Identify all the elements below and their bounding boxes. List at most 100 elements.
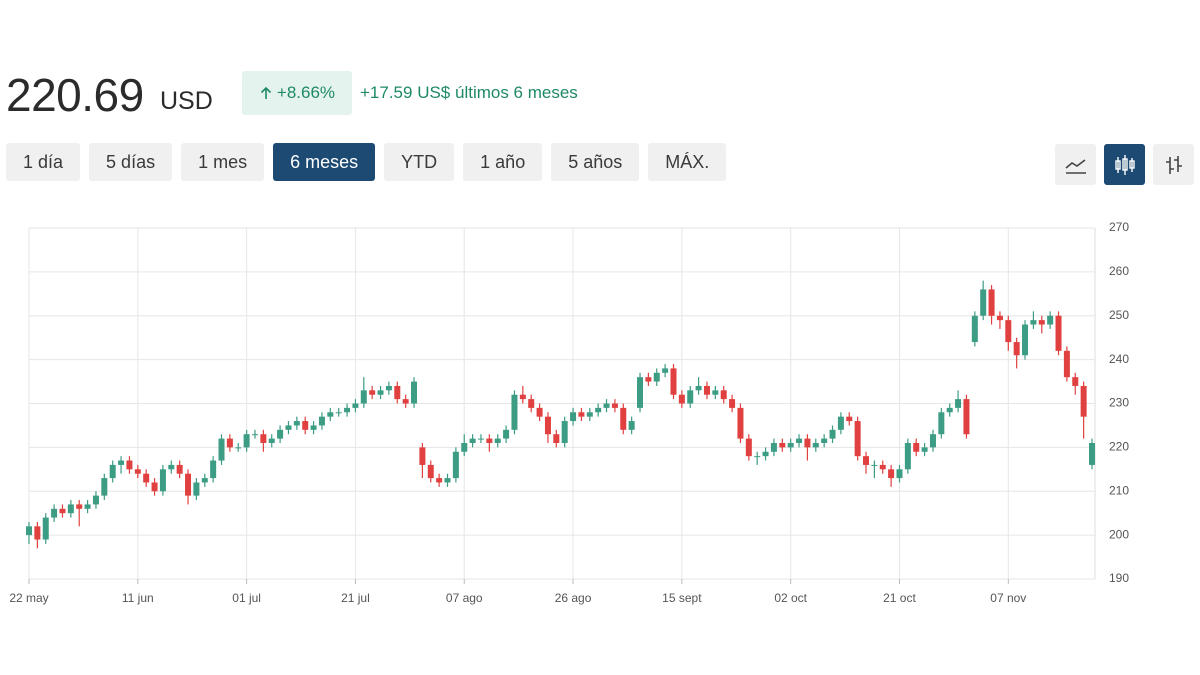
candle-body <box>159 469 166 492</box>
candle-body <box>712 390 719 395</box>
candle-body <box>536 407 543 417</box>
candle-body <box>260 434 267 443</box>
candle-chart-button[interactable] <box>1104 144 1145 185</box>
y-tick-label: 240 <box>1109 352 1129 366</box>
line-chart-button[interactable] <box>1055 144 1096 185</box>
candle-body <box>285 425 292 430</box>
candle-body <box>168 464 175 470</box>
candle-body <box>1072 377 1079 386</box>
range-buttons: 1 día 5 días 1 mes 6 meses YTD 1 año 5 años MÁX… <box>6 143 727 181</box>
candle-body <box>109 464 116 479</box>
candle-body <box>201 478 208 483</box>
candle-body <box>218 438 225 461</box>
range-button[interactable]: 5 años <box>551 143 640 181</box>
candle-body <box>226 438 233 448</box>
candle-body <box>327 412 334 417</box>
candle-body <box>955 399 962 408</box>
candle-body <box>888 469 895 479</box>
candle-body <box>595 407 602 413</box>
candle-body <box>812 442 819 448</box>
candle-body <box>762 451 769 457</box>
candle-body <box>1022 324 1029 356</box>
candle-body <box>360 390 367 404</box>
candle-body <box>913 442 920 452</box>
candle-body <box>796 438 803 443</box>
candle-body <box>318 416 325 426</box>
candle-body <box>804 438 811 448</box>
ohlc-chart-button[interactable] <box>1153 144 1194 185</box>
candle-body <box>544 416 551 435</box>
candle-body <box>268 438 275 443</box>
candle-body <box>51 508 58 518</box>
candle-body <box>302 421 309 430</box>
candle-body <box>193 482 200 496</box>
candle-body <box>988 289 995 316</box>
range-button[interactable]: MÁX. <box>648 143 727 181</box>
candle-body <box>737 407 744 439</box>
ohlc-icon <box>1165 155 1182 174</box>
candle-body <box>310 425 317 430</box>
candle-body <box>503 429 510 439</box>
candle-body <box>293 421 300 426</box>
range-button[interactable]: YTD <box>384 143 455 181</box>
candle-body <box>963 399 970 435</box>
y-tick-label: 250 <box>1109 308 1129 322</box>
price: 220.69 <box>6 69 144 121</box>
currency: USD <box>160 87 213 115</box>
candle-body <box>34 526 41 540</box>
candle-body <box>67 504 74 514</box>
range-button[interactable]: 1 día <box>6 143 81 181</box>
candle-body <box>996 315 1003 321</box>
candle-body <box>134 469 141 474</box>
candle-body <box>1055 315 1062 351</box>
range-button[interactable]: 1 año <box>463 143 543 181</box>
candle-body <box>821 438 828 443</box>
candle-body <box>929 434 936 448</box>
candle-body <box>879 464 886 470</box>
candle-body <box>871 464 878 466</box>
range-button[interactable]: 6 meses <box>273 143 376 181</box>
candle-body <box>662 368 669 373</box>
candle-body <box>444 478 451 483</box>
candle-body <box>1063 350 1070 378</box>
candle-body <box>277 429 284 439</box>
candle-body <box>578 412 585 417</box>
candle-body <box>1038 320 1045 325</box>
candle-body <box>1047 315 1054 325</box>
y-tick-label: 220 <box>1109 440 1129 454</box>
chart-type-buttons <box>1055 144 1194 185</box>
candle-body <box>469 438 476 443</box>
candle-body <box>243 434 250 448</box>
x-tick-label: 15 sept <box>662 591 702 605</box>
candle-body <box>678 394 685 404</box>
candle-body <box>653 372 660 382</box>
candle-body <box>729 399 736 408</box>
candle-body <box>461 442 468 452</box>
candle-body <box>687 390 694 404</box>
y-tick-label: 200 <box>1109 527 1129 541</box>
candle-body <box>938 412 945 435</box>
x-tick-label: 02 oct <box>774 591 807 605</box>
candle-body <box>1080 385 1087 417</box>
x-tick-label: 01 jul <box>232 591 261 605</box>
y-tick-label: 210 <box>1109 483 1129 497</box>
x-tick-label: 22 may <box>9 591 48 605</box>
candle-body <box>486 438 493 443</box>
range-button[interactable]: 1 mes <box>181 143 265 181</box>
candle-body <box>745 438 752 457</box>
candle-body <box>59 508 66 514</box>
candle-body <box>1030 320 1037 325</box>
x-tick-label: 07 ago <box>446 591 483 605</box>
y-tick-label: 190 <box>1109 571 1129 585</box>
x-tick-label: 07 nov <box>990 591 1026 605</box>
candle-body <box>176 464 183 474</box>
candle-icon <box>1114 154 1135 175</box>
candle-body <box>26 526 32 536</box>
candle-body <box>84 504 91 509</box>
range-button[interactable]: 5 días <box>89 143 173 181</box>
up-arrow <box>260 86 271 99</box>
candle-body <box>251 434 258 436</box>
candle-body <box>645 377 652 382</box>
candle-body <box>611 403 618 408</box>
